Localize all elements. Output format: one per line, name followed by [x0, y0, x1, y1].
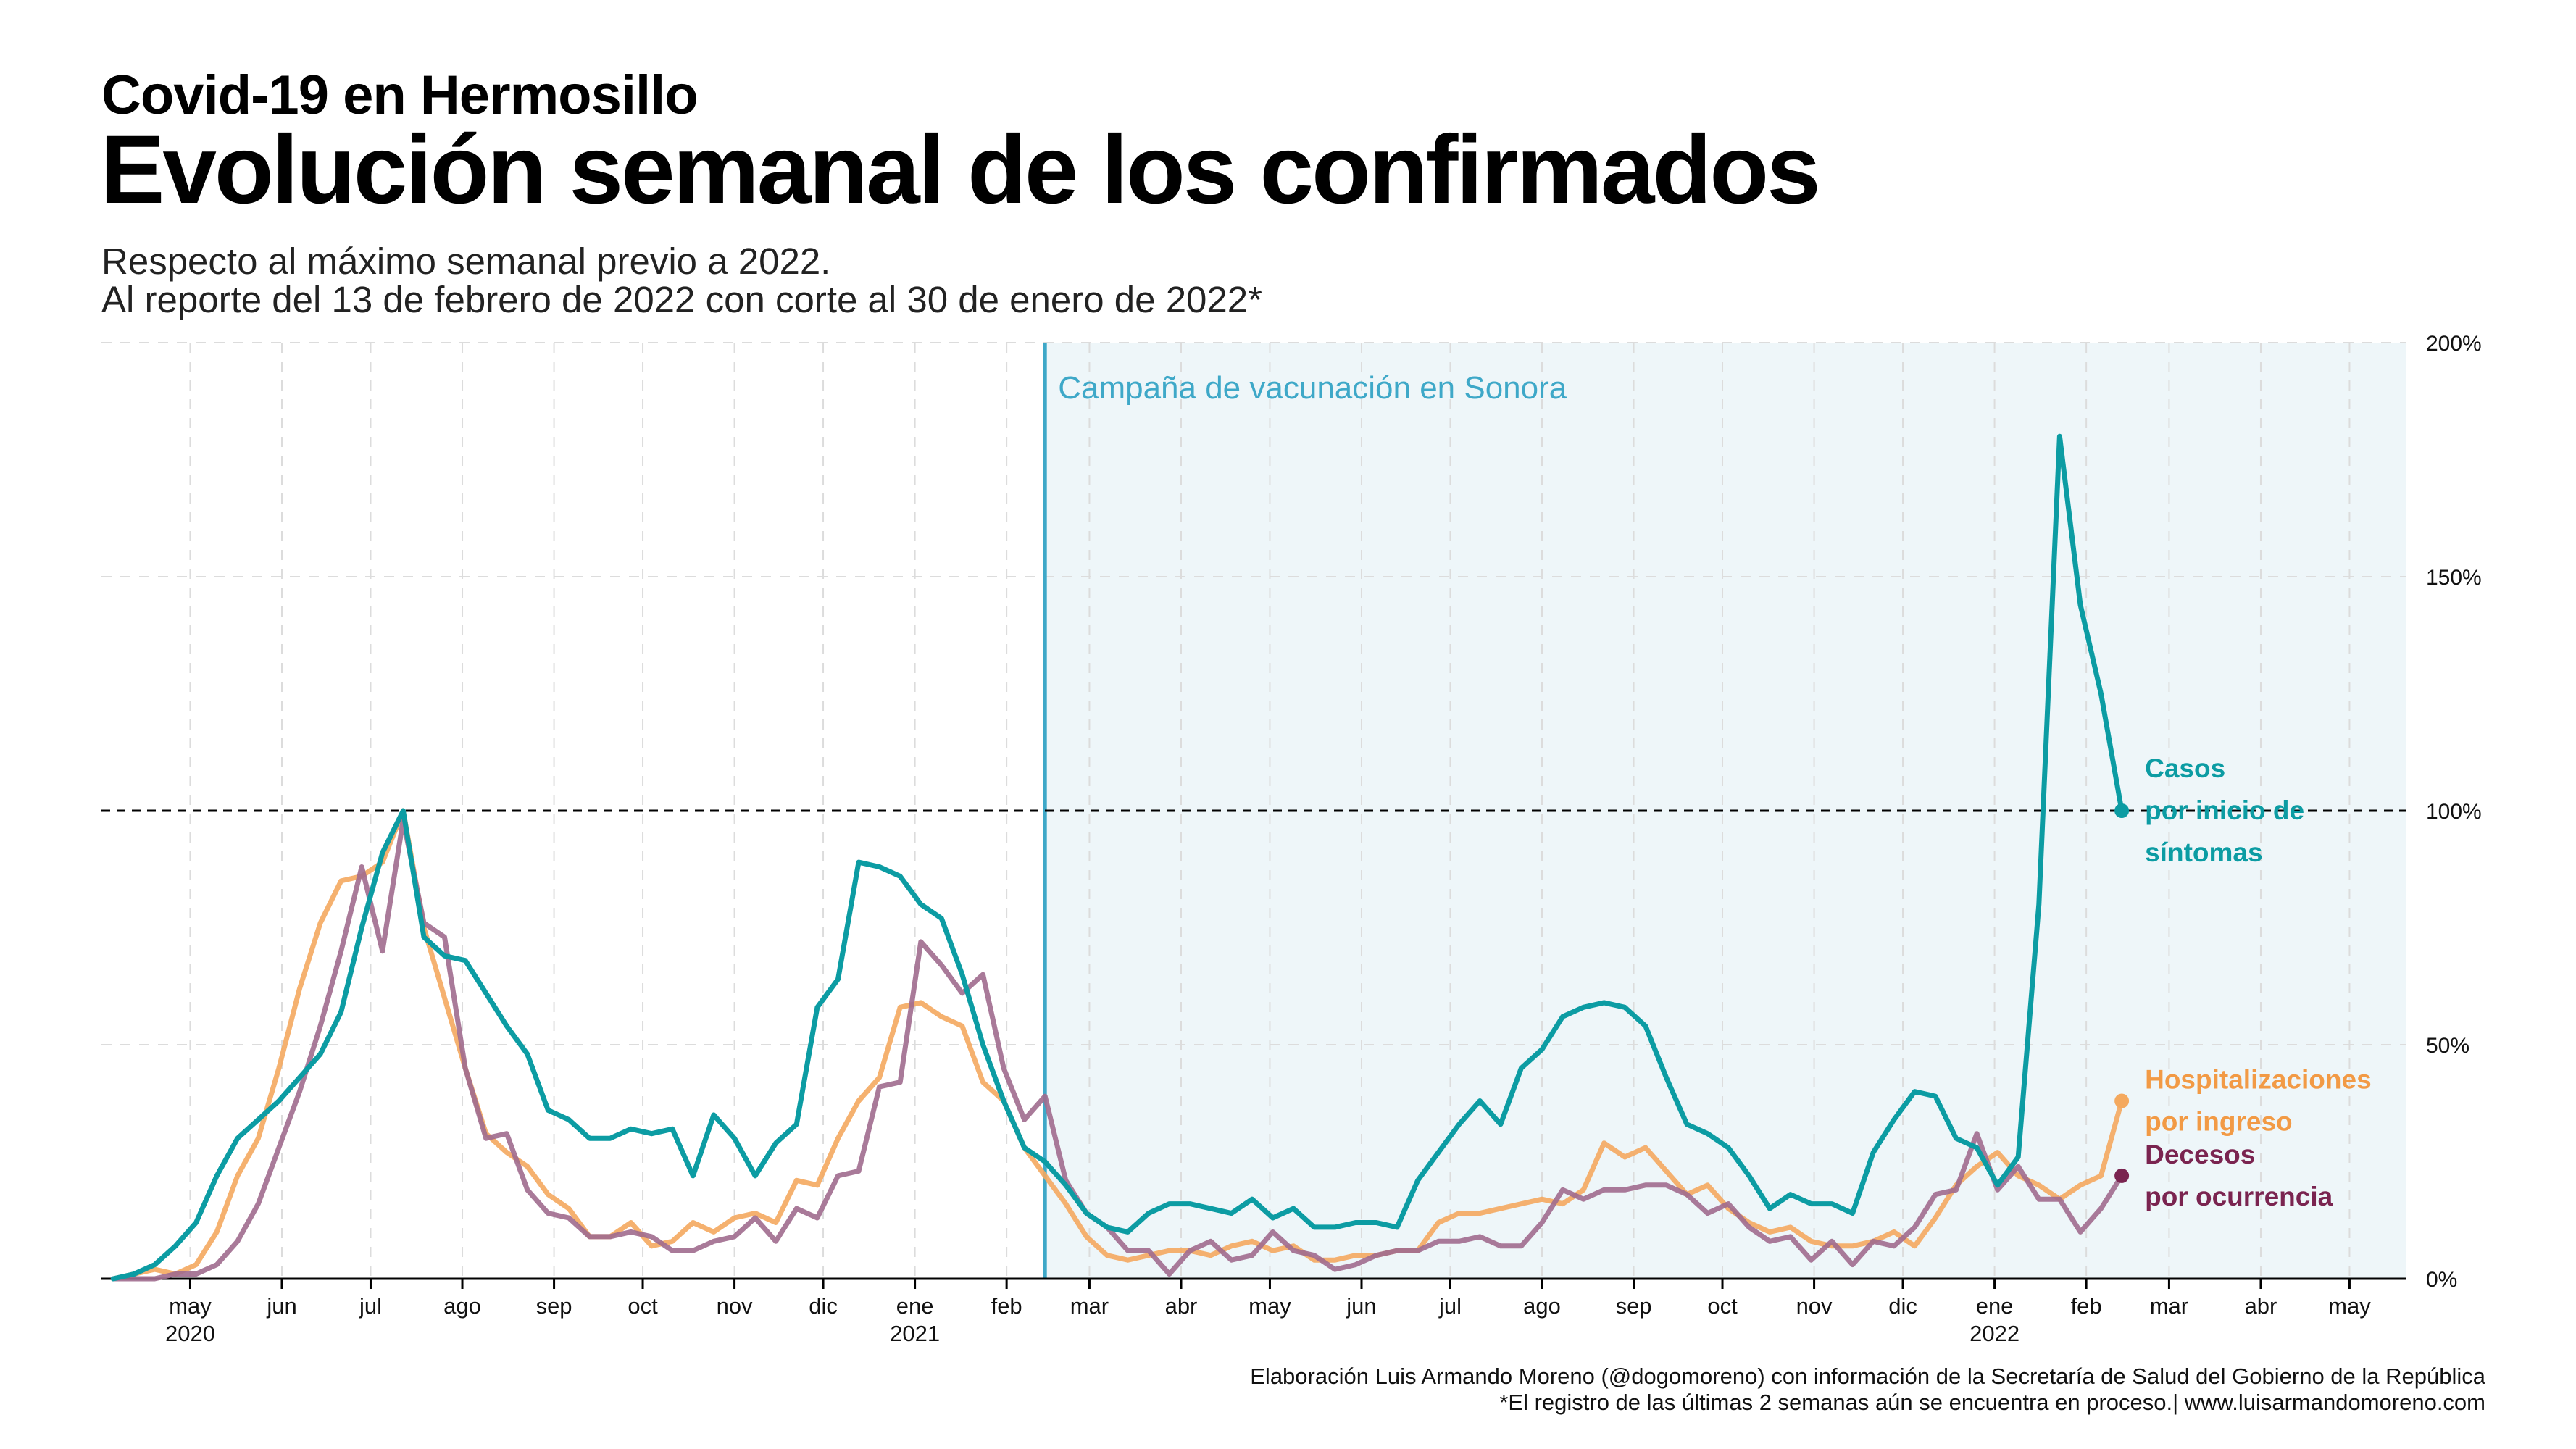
- x-tick-label: ago: [443, 1293, 481, 1319]
- y-tick-label: 50%: [2426, 1034, 2469, 1058]
- x-tick-label: dic: [809, 1293, 838, 1319]
- vaccination-label: Campaña de vacunación en Sonora: [1058, 370, 1567, 406]
- x-tick-label: ago: [1523, 1293, 1561, 1319]
- x-tick-label: may: [2328, 1293, 2371, 1319]
- x-tick-label: mar: [1070, 1293, 1109, 1319]
- x-tick-label: abr: [1165, 1293, 1198, 1319]
- series-end-point: [2114, 1168, 2130, 1183]
- x-tick-label: jun: [1346, 1293, 1376, 1319]
- y-tick-label: 200%: [2426, 332, 2482, 356]
- series-label-line: por inicio de: [2145, 796, 2304, 825]
- series-label-line: por ocurrencia: [2145, 1182, 2333, 1211]
- x-tick-label: may: [169, 1293, 212, 1319]
- y-tick-label: 100%: [2426, 800, 2482, 824]
- series-label-line: síntomas: [2145, 838, 2262, 867]
- x-tick-label: nov: [717, 1293, 753, 1319]
- x-tick-label: jul: [359, 1293, 382, 1319]
- x-tick-label: sep: [536, 1293, 572, 1319]
- x-tick-label: dic: [1888, 1293, 1917, 1319]
- source-caption: Elaboración Luis Armando Moreno (@dogomo…: [1250, 1364, 2485, 1389]
- series-end-point: [2114, 1093, 2130, 1108]
- series-end-point: [2114, 803, 2130, 818]
- x-tick-year: 2020: [165, 1321, 215, 1346]
- y-tick-label: 0%: [2426, 1268, 2457, 1292]
- series-line: [110, 433, 2125, 1282]
- x-tick-label: feb: [2071, 1293, 2102, 1319]
- chart-subtitle-2: Al reporte del 13 de febrero de 2022 con…: [101, 279, 1262, 320]
- x-tick-label: oct: [628, 1293, 658, 1319]
- x-tick-label: jul: [1438, 1293, 1462, 1319]
- series-line: [110, 808, 2125, 1282]
- x-tick-label: feb: [991, 1293, 1022, 1319]
- chart-kicker: Covid-19 en Hermosillo: [101, 64, 699, 126]
- series-label-line: Hospitalizaciones: [2145, 1065, 2372, 1095]
- x-tick-label: mar: [2150, 1293, 2188, 1319]
- x-tick-label: may: [1249, 1293, 1291, 1319]
- series-label: Casos por inicio de síntomas: [2145, 753, 2304, 867]
- series-label-line: Decesos: [2145, 1140, 2255, 1169]
- footnote-caption: *El registro de las últimas 2 semanas aú…: [1499, 1390, 2485, 1415]
- chart-title: Evolución semanal de los confirmados: [100, 116, 1821, 224]
- series-label-line: por ingreso: [2145, 1107, 2293, 1137]
- x-tick-label: nov: [1796, 1293, 1833, 1319]
- series-label: Decesos por ocurrencia: [2145, 1140, 2333, 1211]
- x-tick-label: abr: [2245, 1293, 2277, 1319]
- x-tick-label: ene: [1976, 1293, 2014, 1319]
- series-label: Hospitalizaciones por ingreso: [2145, 1065, 2372, 1137]
- chart-subtitle-1: Respecto al máximo semanal previo a 2022…: [101, 241, 831, 282]
- y-tick-label: 150%: [2426, 566, 2482, 590]
- x-tick-year: 2022: [1969, 1321, 2019, 1346]
- series-label-line: Casos: [2145, 753, 2225, 783]
- x-tick-label: jun: [266, 1293, 296, 1319]
- x-tick-label: oct: [1707, 1293, 1738, 1319]
- x-tick-year: 2021: [890, 1321, 940, 1346]
- x-tick-label: ene: [896, 1293, 934, 1319]
- x-tick-label: sep: [1616, 1293, 1652, 1319]
